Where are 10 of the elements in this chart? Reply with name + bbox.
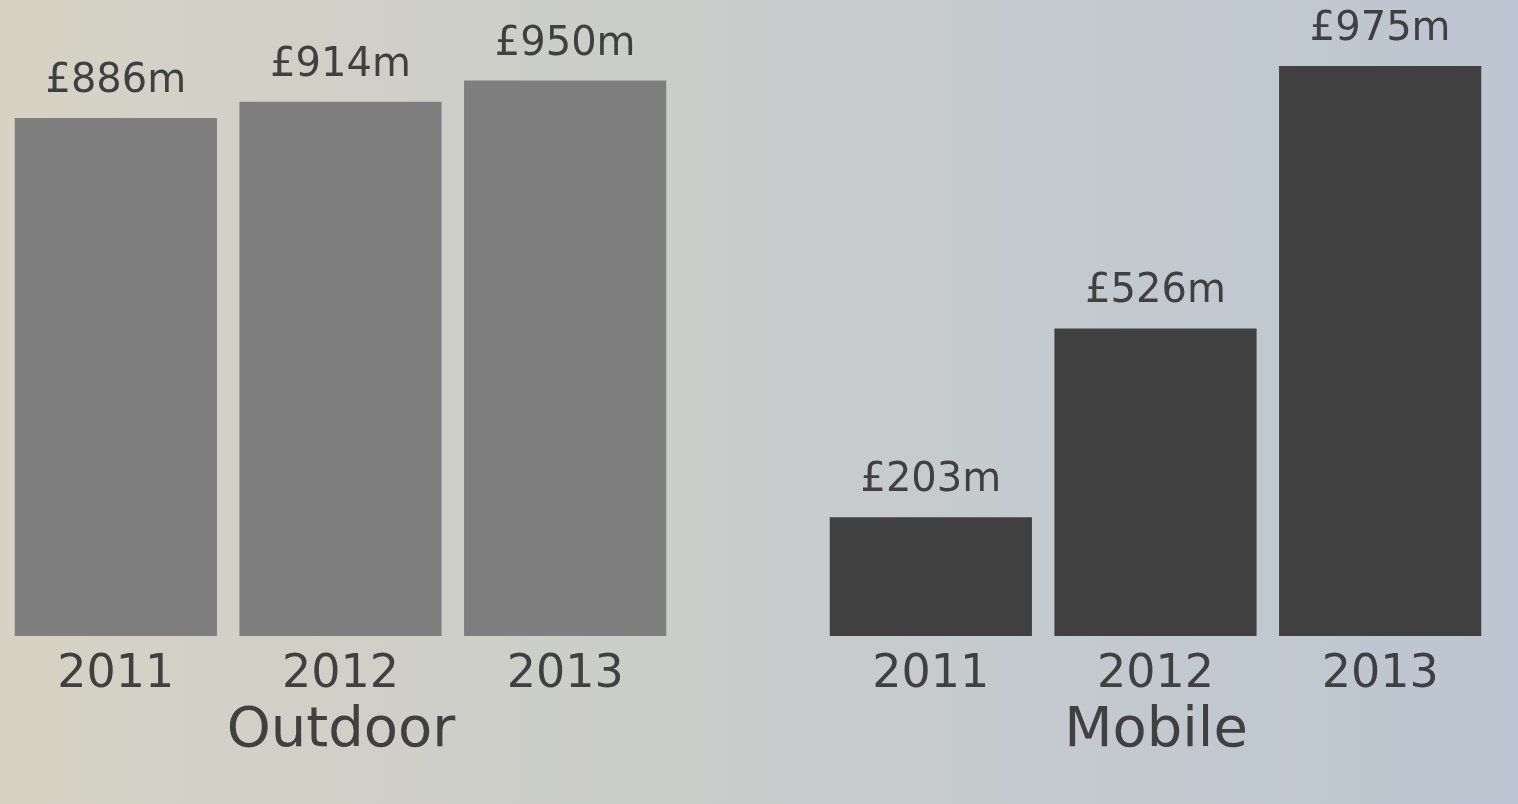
x-tick-label: 2011 [57, 643, 175, 698]
x-tick-label: 2011 [872, 643, 990, 698]
data-label: £203m [860, 454, 1002, 501]
data-label: £526m [1085, 265, 1226, 312]
data-label: £975m [1309, 3, 1451, 49]
data-label: £886m [45, 55, 187, 102]
data-label: £950m [494, 17, 636, 64]
x-tick-label: 2013 [506, 643, 624, 698]
x-tick-label: 2013 [1321, 643, 1439, 698]
data-label: £914m [270, 38, 411, 85]
